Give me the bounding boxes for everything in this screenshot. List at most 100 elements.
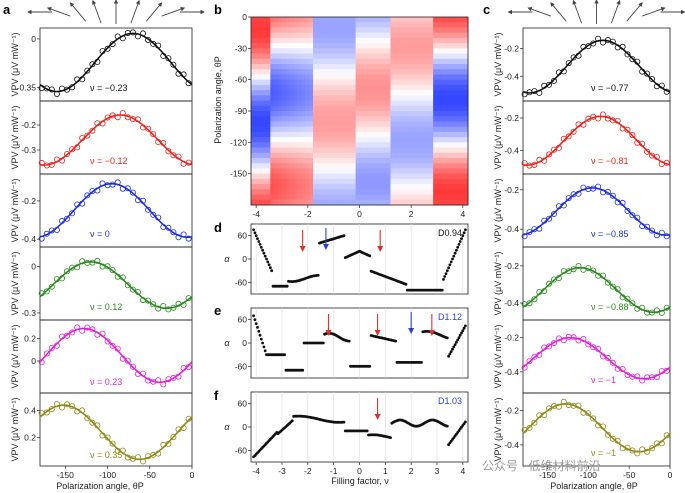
- heatmap-cell: [355, 173, 360, 180]
- heatmap-cell: [386, 126, 391, 133]
- heatmap-cell: [313, 121, 318, 128]
- panel-a-data-point: [134, 116, 141, 123]
- heatmap-cell: [289, 163, 295, 169]
- heatmap-cell: [266, 178, 271, 185]
- heatmap-cell: [332, 58, 337, 65]
- heatmap-cell: [425, 48, 430, 54]
- panel-c-data-point: [555, 275, 562, 282]
- heatmap-cell: [278, 105, 283, 112]
- heatmap-cell: [444, 32, 450, 39]
- heatmap-cell: [278, 199, 283, 206]
- panel-a-ytick-label: -0.35: [17, 82, 37, 92]
- heatmap-cell: [262, 27, 267, 34]
- heatmap-cell: [344, 17, 349, 23]
- heatmap-cell: [320, 126, 326, 133]
- heatmap-cell: [258, 189, 264, 195]
- panel-a-data-point: [64, 268, 71, 275]
- heatmap-cell: [456, 95, 461, 101]
- heatmap-cell: [351, 137, 357, 143]
- heatmap-cell: [417, 37, 422, 44]
- heatmap-cell: [371, 121, 376, 128]
- heatmap-cell: [421, 69, 426, 75]
- heatmap-cell: [437, 173, 442, 180]
- heatmap-cell: [398, 178, 403, 185]
- heatmap-cell: [406, 111, 411, 117]
- heatmap-cell: [254, 17, 260, 23]
- alpha-data-point: [269, 266, 272, 270]
- heatmap-cell: [460, 121, 465, 128]
- heatmap-cell: [344, 37, 349, 44]
- heatmap-cell: [456, 43, 461, 49]
- heatmap-cell: [355, 178, 360, 185]
- heatmap-cell: [274, 22, 279, 28]
- heatmap-cell: [421, 100, 426, 107]
- heatmap-cell: [440, 121, 446, 128]
- heatmap-cell: [282, 53, 287, 60]
- heatmap-cell: [409, 142, 415, 148]
- heatmap-cell: [367, 116, 372, 122]
- heatmap-cell: [452, 152, 457, 159]
- heatmap-cell: [293, 95, 298, 101]
- heatmap-cell: [305, 53, 310, 60]
- heatmap-cell: [452, 184, 457, 190]
- heatmap-cell: [262, 126, 267, 133]
- heatmap-cell: [301, 121, 306, 128]
- heatmap-cell: [278, 22, 283, 28]
- heatmap-cell: [460, 100, 465, 107]
- heatmap-cell: [289, 37, 295, 44]
- heatmap-cell: [456, 69, 461, 75]
- heatmap-cell: [336, 22, 341, 28]
- heatmap-cell: [425, 37, 430, 44]
- heatmap-cell: [382, 79, 388, 86]
- heatmap-cell: [258, 147, 264, 154]
- heatmap-cell: [355, 58, 360, 65]
- heatmap-cell: [254, 43, 260, 49]
- heatmap-cell: [402, 95, 407, 101]
- panel-a-data-point: [119, 355, 126, 362]
- panel-a-fit-curve: [39, 327, 193, 384]
- heatmap-cell: [320, 184, 326, 190]
- heatmap-cell: [440, 90, 446, 96]
- alpha-data-point: [452, 345, 456, 349]
- panel-c-data-point: [624, 126, 631, 133]
- heatmap-cell: [448, 184, 453, 190]
- heatmap-cell: [278, 53, 283, 60]
- heatmap-cell: [316, 111, 322, 117]
- panel-a-polarization-arrow: [69, 2, 87, 22]
- heatmap-cell: [293, 27, 298, 34]
- panel-a-data-point: [48, 86, 55, 93]
- heatmap-cell: [402, 90, 407, 96]
- panel-a-xtick-label: -50: [144, 470, 157, 480]
- heatmap-cell: [262, 84, 267, 91]
- heatmap-cell: [293, 74, 298, 81]
- heatmap-cell: [309, 79, 314, 86]
- heatmap-cell: [417, 79, 422, 86]
- heatmap-xtick-label: 0: [357, 209, 362, 219]
- heatmap-cell: [313, 84, 318, 91]
- heatmap-cell: [340, 147, 345, 154]
- panel-c-data-point: [653, 232, 660, 239]
- heatmap-xtick-label: 2: [409, 209, 414, 219]
- heatmap-cell: [425, 121, 430, 128]
- heatmap-cell: [289, 152, 295, 159]
- heatmap-cell: [444, 69, 450, 75]
- panel-a-data-point: [150, 301, 157, 308]
- alpha-ylabel: α: [224, 338, 230, 348]
- heatmap-cell: [440, 163, 446, 169]
- heatmap-cell: [270, 147, 275, 154]
- heatmap-cell: [297, 137, 302, 143]
- heatmap-cell: [394, 194, 399, 201]
- heatmap-cell: [386, 53, 391, 60]
- heatmap-cell: [371, 100, 376, 107]
- heatmap-cell: [316, 100, 322, 107]
- heatmap-cell: [351, 79, 357, 86]
- heatmap-cell: [425, 43, 430, 49]
- heatmap-cell: [460, 147, 465, 154]
- heatmap-cell: [301, 100, 306, 107]
- heatmap-cell: [332, 168, 337, 175]
- heatmap-cell: [297, 53, 302, 60]
- heatmap-cell: [316, 27, 322, 34]
- panel-c-polarization-arrow: [527, 7, 551, 17]
- heatmap-cell: [417, 184, 422, 190]
- heatmap-cell: [448, 48, 453, 54]
